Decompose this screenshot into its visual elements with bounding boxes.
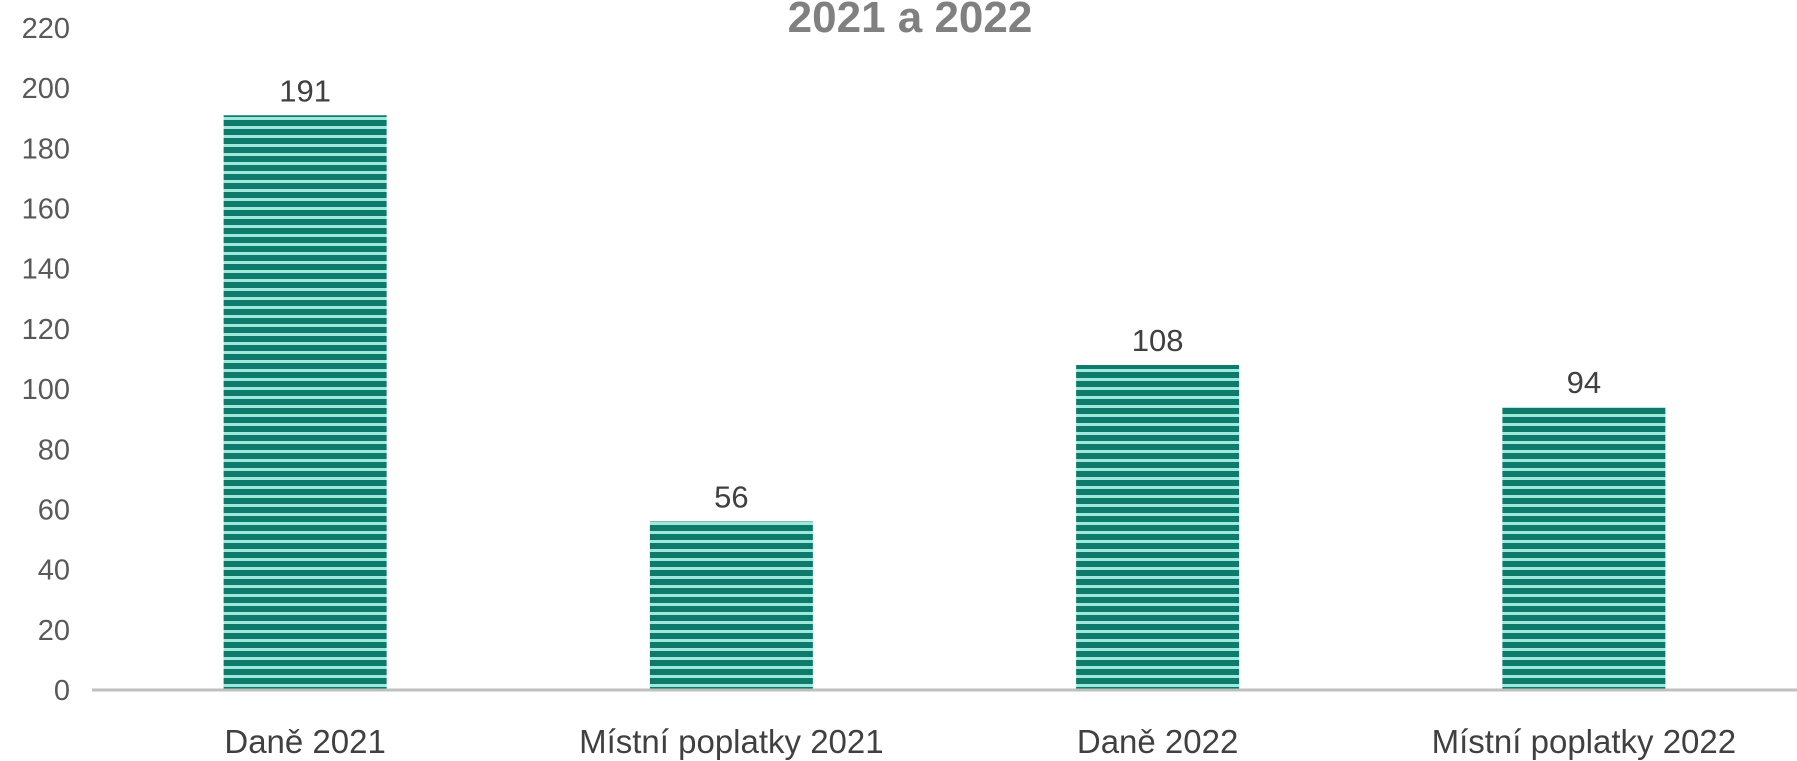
- y-tick-label: 100: [22, 374, 70, 406]
- y-tick-label: 80: [38, 434, 70, 466]
- y-tick-label: 120: [22, 314, 70, 346]
- category-label: Daně 2021: [224, 723, 385, 760]
- data-label: 108: [1132, 323, 1184, 358]
- y-tick-label: 60: [38, 494, 70, 526]
- bar: [1076, 365, 1240, 690]
- chart-title: 2021 a 2022: [788, 0, 1033, 42]
- bar: [223, 115, 387, 691]
- bar: [649, 521, 813, 690]
- data-label: 56: [714, 479, 748, 514]
- category-label: Daně 2022: [1077, 723, 1238, 760]
- y-tick-label: 180: [22, 133, 70, 165]
- y-tick-label: 160: [22, 194, 70, 226]
- category-label: Místní poplatky 2021: [579, 723, 884, 760]
- category-label: Místní poplatky 2022: [1432, 723, 1737, 760]
- y-tick-label: 200: [22, 73, 70, 105]
- y-tick-label: 140: [22, 254, 70, 286]
- category-labels: Daně 2021 Místní poplatky 2021 Daně 2022 Mí…: [224, 723, 1736, 760]
- data-label: 191: [279, 73, 331, 108]
- data-label: 94: [1567, 365, 1601, 400]
- y-axis-ticks: 0 20 40 60 80 100 120 140 160 180 200 220: [22, 13, 70, 707]
- y-tick-label: 20: [38, 615, 70, 647]
- bar: [1502, 407, 1666, 690]
- y-tick-label: 220: [22, 13, 70, 45]
- y-tick-label: 40: [38, 555, 70, 587]
- data-labels: 191 56 108 94: [279, 73, 1601, 514]
- bars: [223, 115, 1666, 691]
- y-tick-label: 0: [54, 675, 70, 707]
